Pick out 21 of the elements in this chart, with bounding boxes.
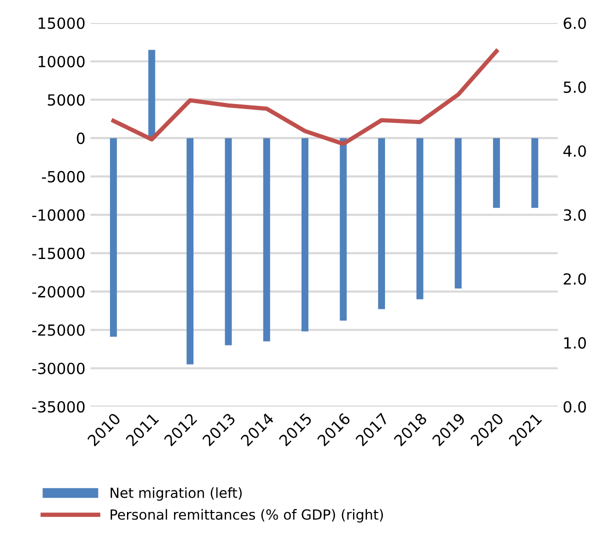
line-series [111,49,499,146]
y-tick-label: -10000 [32,209,85,221]
legend-label: Personal remittances (% of GDP) (right) [110,509,383,522]
y-tick-label: -30000 [32,362,85,374]
y-tick-label: -35000 [32,401,85,413]
y-tick-label: -15000 [32,248,85,260]
y2-tick-label: 2.0 [564,273,586,285]
y-tick-label: 10000 [38,56,85,68]
y2-tick-label: 4.0 [563,145,586,157]
y-tick-label: -25000 [32,324,85,336]
y2-tick-label: 1.0 [564,337,586,349]
y-tick-label: -5000 [42,170,85,182]
y-tick-label: 15000 [38,17,85,30]
legend-label: Net migration (left) [110,487,242,501]
y2-tick-label: 6.0 [564,17,586,30]
y2-tick-label: 3.0 [564,209,586,221]
y-tick-label: 5000 [48,94,85,106]
y-tick-label: -20000 [32,286,85,298]
y2-tick-label: 0.0 [564,401,586,413]
y2-tick-label: 5.0 [564,81,586,93]
y-tick-label: 0 [76,132,85,144]
